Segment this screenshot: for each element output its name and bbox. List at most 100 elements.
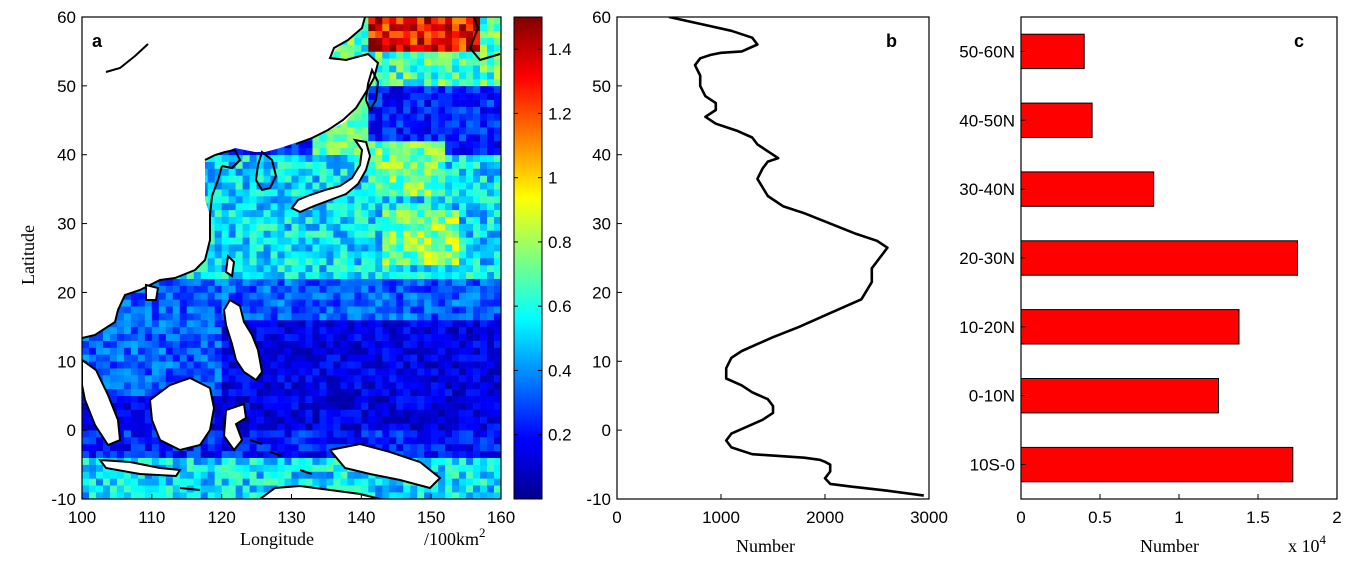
heatmap-cell	[242, 492, 250, 499]
heatmap-cell	[137, 388, 146, 397]
heatmap-cell	[494, 44, 501, 52]
heatmap-cell	[375, 409, 383, 417]
heatmap-cell	[102, 443, 111, 452]
heatmap-cell	[375, 395, 383, 403]
heatmap-cell	[410, 333, 418, 341]
heatmap-cell	[214, 326, 222, 335]
heatmap-cell	[438, 209, 446, 217]
heatmap-cell	[214, 299, 222, 307]
heatmap-cell	[249, 196, 257, 204]
heatmap-cell	[284, 347, 292, 355]
heatmap-cell	[284, 264, 292, 273]
heatmap-cell	[312, 182, 320, 190]
heatmap-cell	[354, 30, 362, 38]
heatmap-cell	[165, 478, 174, 486]
heatmap-cell	[326, 381, 334, 390]
heatmap-cell	[480, 85, 488, 94]
heatmap-cell	[270, 471, 278, 479]
heatmap-cell	[277, 196, 285, 204]
heatmap-cell	[375, 17, 383, 25]
heatmap-cell	[424, 292, 432, 300]
heatmap-cell	[410, 437, 418, 445]
heatmap-cell	[389, 72, 397, 80]
bar-group	[1020, 33, 1298, 483]
heatmap-cell	[186, 464, 195, 472]
heatmap-cell	[298, 430, 306, 438]
heatmap-cell	[396, 347, 404, 355]
heatmap-cell	[368, 492, 376, 499]
heatmap-cell	[473, 361, 481, 369]
heatmap-cell	[130, 368, 139, 376]
heatmap-cell	[459, 251, 467, 259]
heatmap-cell	[249, 216, 257, 224]
panel-b-x-axis: 0 1000 2000 3000	[612, 494, 948, 527]
heatmap-cell	[144, 368, 153, 376]
heatmap-cell	[130, 402, 139, 410]
heatmap-cell	[459, 147, 467, 156]
heatmap-cell	[158, 326, 167, 335]
heatmap-cell	[445, 85, 453, 94]
heatmap-cell	[494, 72, 501, 80]
y-tick-label: 20	[592, 283, 611, 302]
heatmap-cell	[473, 85, 481, 94]
heatmap-cell	[340, 237, 348, 245]
heatmap-cell	[354, 430, 362, 438]
heatmap-cell	[109, 402, 118, 410]
heatmap-cell	[263, 299, 271, 307]
heatmap-cell	[354, 347, 362, 355]
heatmap-cell	[82, 354, 90, 362]
heatmap-cell	[417, 375, 425, 383]
heatmap-cell	[403, 58, 411, 66]
heatmap-cell	[151, 457, 160, 465]
heatmap-cell	[235, 189, 243, 197]
heatmap-cell	[270, 395, 278, 403]
heatmap-cell	[256, 202, 264, 211]
heatmap-cell	[361, 326, 369, 335]
heatmap-cell	[291, 416, 299, 424]
heatmap-cell	[410, 313, 418, 321]
heatmap-cell	[438, 113, 446, 121]
heatmap-cell	[424, 113, 432, 121]
heatmap-cell	[438, 478, 446, 486]
heatmap-cell	[452, 23, 460, 32]
heatmap-cell	[431, 51, 439, 59]
heatmap-cell	[228, 361, 236, 369]
heatmap-cell	[473, 285, 481, 293]
heatmap-cell	[382, 278, 390, 286]
heatmap-cell	[403, 264, 411, 273]
heatmap-cell	[396, 147, 404, 156]
heatmap-cell	[382, 113, 390, 121]
heatmap-cell	[326, 402, 334, 410]
heatmap-cell	[431, 120, 439, 128]
heatmap-cell	[186, 347, 195, 355]
colorbar-tick-label: 0.6	[548, 297, 572, 316]
heatmap-cell	[480, 264, 488, 273]
heatmap-cell	[256, 292, 264, 300]
heatmap-cell	[284, 223, 292, 231]
heatmap-cell	[228, 478, 236, 486]
heatmap-cell	[151, 388, 160, 397]
heatmap-cell	[214, 237, 222, 245]
heatmap-cell	[193, 299, 202, 307]
heatmap-cell	[473, 333, 481, 341]
heatmap-cell	[417, 72, 425, 80]
heatmap-cell	[459, 175, 467, 183]
heatmap-cell	[354, 37, 362, 45]
heatmap-cell	[291, 182, 299, 190]
heatmap-cell	[305, 478, 313, 486]
heatmap-cell	[375, 202, 383, 211]
heatmap-cell	[165, 450, 174, 458]
heatmap-cell	[347, 230, 355, 238]
heatmap-cell	[249, 388, 257, 397]
heatmap-cell	[207, 478, 215, 486]
heatmap-cell	[445, 423, 453, 431]
heatmap-cell	[277, 292, 285, 300]
heatmap-cell	[270, 251, 278, 259]
heatmap-cell	[361, 313, 369, 321]
heatmap-cell	[466, 182, 474, 190]
heatmap-cell	[200, 443, 208, 452]
heatmap-cell	[424, 443, 432, 452]
heatmap-cell	[438, 92, 446, 100]
heatmap-cell	[305, 216, 313, 224]
heatmap-cell	[473, 278, 481, 286]
